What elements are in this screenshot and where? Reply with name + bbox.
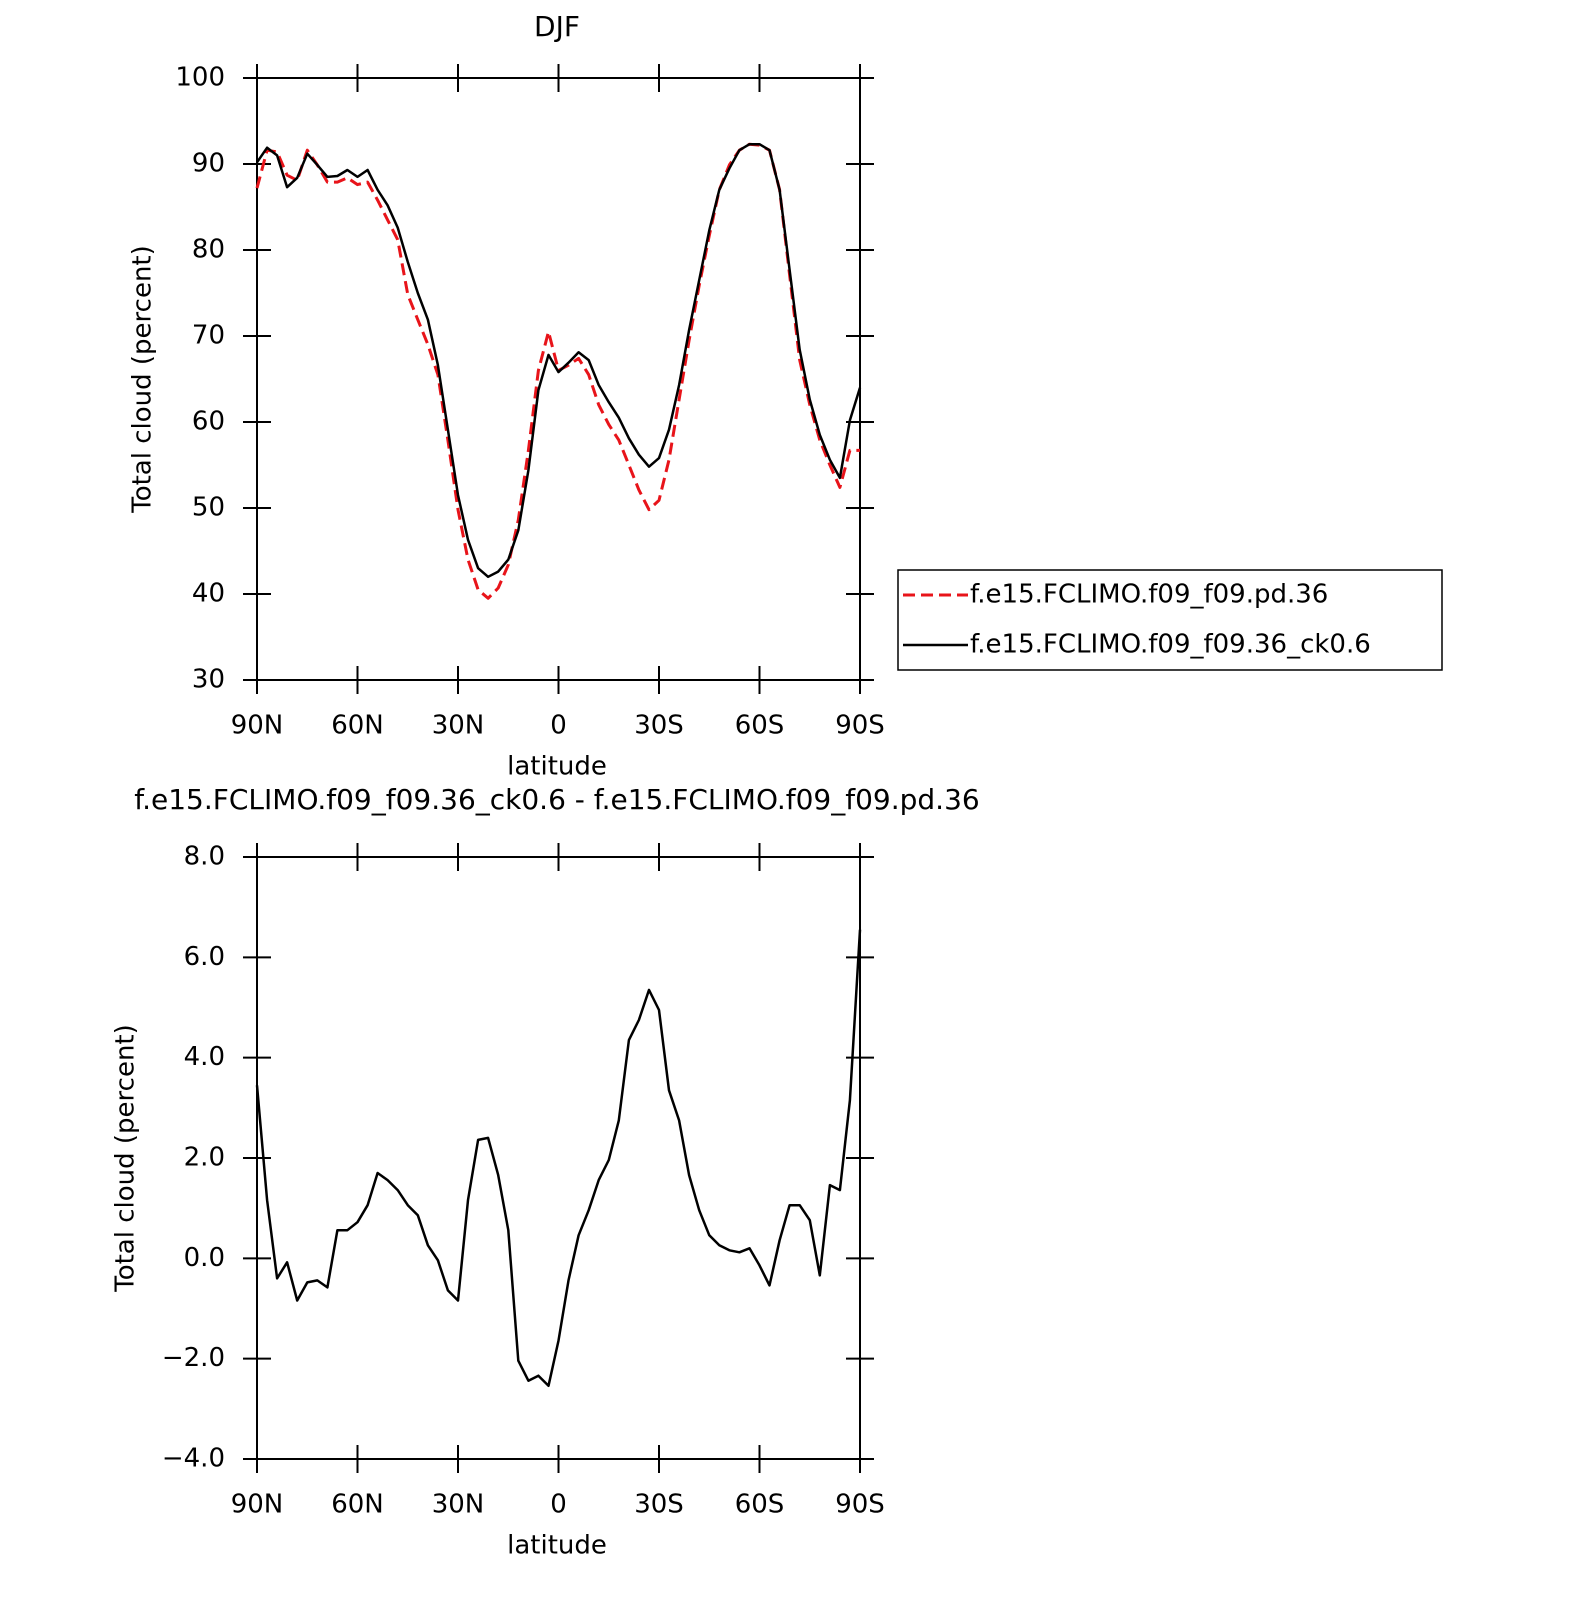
x-tick-label: 90N: [231, 711, 284, 741]
y-tick-label: 90: [192, 149, 225, 179]
y-tick-label: 70: [192, 321, 225, 351]
plot-frame: [256, 77, 861, 681]
x-tick-label: 90N: [231, 1490, 284, 1520]
data-line: [255, 929, 862, 1388]
x-tick-label: 30N: [432, 711, 485, 741]
legend-box: [897, 569, 1443, 671]
x-tick-label: 30N: [432, 1490, 485, 1520]
legend-label: f.e15.FCLIMO.f09_f09.36_ck0.6: [970, 630, 1371, 660]
x-tick-label: 60N: [331, 1490, 384, 1520]
y-tick-label: 40: [192, 579, 225, 609]
data-line: [255, 142, 862, 579]
x-tick-label: 0: [550, 1490, 567, 1520]
x-tick-label: 0: [550, 711, 567, 741]
y-tick-label: 0.0: [184, 1243, 225, 1273]
x-tick-label: 90S: [835, 711, 885, 741]
y-tick-label: 80: [192, 235, 225, 265]
y-tick-label: 60: [192, 407, 225, 437]
x-axis-label: latitude: [507, 1531, 607, 1561]
x-tick-label: 60S: [735, 1490, 785, 1520]
y-tick-label: −2.0: [162, 1343, 225, 1373]
y-tick-label: −4.0: [162, 1444, 225, 1474]
y-tick-label: 6.0: [184, 942, 225, 972]
y-tick-label: 30: [192, 665, 225, 695]
y-axis-label: Total cloud (percent): [111, 1024, 141, 1293]
plot-frame: [256, 856, 861, 1460]
y-tick-label: 2.0: [184, 1143, 225, 1173]
y-tick-label: 8.0: [184, 842, 225, 872]
y-tick-label: 50: [192, 493, 225, 523]
legend-label: f.e15.FCLIMO.f09_f09.pd.36: [970, 580, 1328, 610]
x-tick-label: 30S: [634, 711, 684, 741]
chart-title: f.e15.FCLIMO.f09_f09.36_ck0.6 - f.e15.FC…: [134, 783, 979, 816]
x-tick-label: 30S: [634, 1490, 684, 1520]
x-tick-label: 60S: [735, 711, 785, 741]
y-tick-label: 100: [175, 63, 225, 93]
x-tick-label: 90S: [835, 1490, 885, 1520]
y-tick-label: 4.0: [184, 1042, 225, 1072]
x-tick-label: 60N: [331, 711, 384, 741]
chart-title: DJF: [534, 10, 580, 43]
x-axis-label: latitude: [507, 752, 607, 782]
y-axis-label: Total cloud (percent): [128, 245, 158, 514]
